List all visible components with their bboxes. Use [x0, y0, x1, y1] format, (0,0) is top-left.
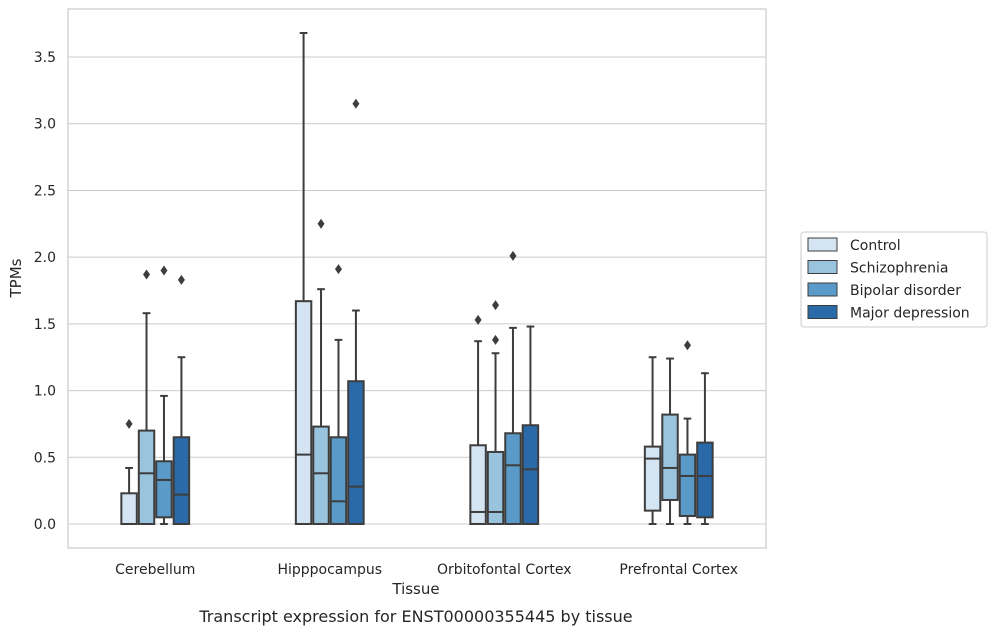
legend-label: Major depression — [850, 306, 970, 322]
box-control — [643, 356, 662, 525]
y-axis-label: TPMs — [7, 258, 25, 298]
x-tick-label: Cerebellum — [115, 562, 195, 578]
outlier-point — [177, 274, 185, 285]
iqr-box — [678, 453, 697, 517]
box-bipolar-disorder — [504, 250, 522, 525]
outlier-point — [492, 300, 500, 311]
legend-swatch — [807, 237, 838, 252]
box-control — [120, 418, 138, 525]
legend-label: Schizophrenia — [850, 261, 948, 277]
legend-swatch — [807, 305, 838, 319]
x-tick-label: Hipppocampus — [277, 562, 382, 578]
iqr-box — [504, 432, 522, 525]
outlier-point — [143, 269, 151, 280]
outlier-point — [334, 264, 342, 275]
outlier-point — [317, 218, 325, 229]
legend-swatch — [807, 260, 838, 274]
y-tick-label: 1.0 — [34, 384, 56, 400]
x-tick-label: Orbitofontal Cortex — [437, 562, 572, 578]
outlier-point — [474, 314, 482, 325]
box-major-depression — [696, 372, 714, 525]
box-bipolar-disorder — [678, 340, 697, 525]
iqr-box — [643, 445, 662, 512]
y-tick-label: 2.5 — [34, 183, 56, 199]
box-bipolar-disorder — [329, 264, 348, 525]
y-tick-label: 3.0 — [34, 117, 56, 133]
iqr-box — [696, 441, 714, 519]
outlier-point — [509, 250, 517, 261]
outlier-point — [683, 340, 691, 351]
iqr-box — [661, 413, 679, 501]
chart-caption: Transcript expression for ENST0000035544… — [198, 607, 632, 626]
box-control — [294, 32, 313, 525]
y-tick-label: 3.5 — [34, 50, 56, 66]
y-tick-label: 0.5 — [34, 450, 56, 466]
box-major-depression — [347, 98, 365, 525]
iqr-box — [486, 450, 505, 525]
box-schizophrenia — [661, 357, 679, 525]
y-tick-label: 0.0 — [34, 517, 56, 533]
iqr-box — [469, 444, 487, 525]
x-tick-label: Prefrontal Cortex — [619, 562, 738, 578]
legend: Control Schizophrenia Bipolar disorder Majo… — [800, 231, 988, 328]
iqr-box — [347, 380, 365, 525]
legend-label: Bipolar disorder — [850, 283, 961, 299]
iqr-box — [521, 424, 540, 525]
box-schizophrenia — [137, 269, 156, 525]
y-tick-label: 1.5 — [34, 317, 56, 333]
iqr-box — [137, 429, 156, 525]
box-schizophrenia — [486, 300, 505, 525]
plot-area — [120, 32, 714, 525]
box-bipolar-disorder — [155, 265, 173, 525]
iqr-box — [294, 300, 313, 525]
iqr-box — [155, 460, 173, 519]
legend-label: Control — [850, 238, 901, 254]
iqr-box — [172, 436, 191, 525]
outlier-point — [160, 265, 168, 276]
outlier-point — [492, 334, 500, 345]
plot-border — [67, 8, 767, 549]
legend-frame — [800, 231, 988, 328]
box-major-depression — [521, 325, 540, 525]
y-axis-ticks: 0.0 0.5 1.0 1.5 2.0 2.5 3.0 3.5 — [34, 50, 56, 533]
y-tick-label: 2.0 — [34, 250, 56, 266]
box-major-depression — [172, 274, 191, 525]
iqr-box — [312, 425, 330, 525]
iqr-box — [329, 436, 348, 525]
box-schizophrenia — [312, 218, 330, 525]
outlier-point — [125, 418, 133, 429]
x-axis-label: Tissue — [391, 580, 439, 598]
box-control — [469, 314, 487, 525]
legend-swatch — [807, 282, 838, 297]
iqr-box — [120, 492, 138, 525]
plot-frame — [67, 8, 767, 549]
outlier-point — [352, 98, 360, 109]
x-axis-ticks: Cerebellum Hipppocampus Orbitofontal Corte… — [115, 562, 738, 578]
